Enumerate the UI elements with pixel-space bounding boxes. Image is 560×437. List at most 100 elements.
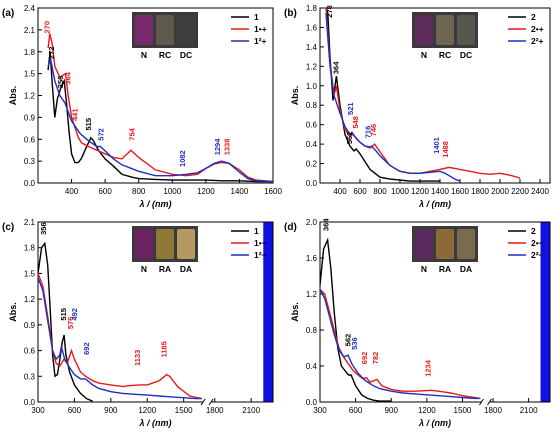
y-tick-label: 1.2 [306,290,318,299]
peak-label: 1082 [178,150,187,167]
series-line-0 [47,51,273,183]
y-tick-label: 0.8 [306,326,318,335]
x-tick-label: 1200 [138,406,156,415]
peak-label: 692 [360,352,369,365]
x-axis-label: λ / (nm) [418,418,451,428]
y-tick-label: 1.5 [24,269,36,278]
legend: 2 2•− 2²− [508,226,544,260]
peak-label: 278 [325,5,334,18]
x-tick-label: 1200 [418,406,436,415]
y-tick-label: 0.3 [24,157,36,166]
y-axis-label: Abs. [290,86,300,106]
vial-photo: N RC DC [132,12,198,60]
peak-label: 1234 [423,359,432,377]
x-tick-label: 600 [98,187,112,196]
legend-label: 1•+ [254,24,267,34]
peak-label: 692 [82,342,91,355]
y-tick-label: 1.2 [306,62,318,71]
y-tick-label: 1.6 [306,254,318,263]
x-tick-label: 1600 [264,187,282,196]
x-tick-label: 1800 [206,406,224,415]
peak-label: 716 [364,126,373,139]
series-line-1 [47,33,273,183]
y-tick-label: 2.4 [24,4,36,13]
peak-label: 562 [345,132,354,145]
x-tick-label: 900 [104,406,118,415]
vial [156,229,174,259]
x-tick-label: 400 [65,187,79,196]
panel-c: 300 600 900 1200 1500 1800 2100 0.0 0.3 0.6 0.9 1.2… [2,218,274,428]
x-axis-label: λ / (nm) [418,199,451,209]
series-line-1 [320,288,481,400]
panel-label: (d) [284,222,297,233]
legend-label: 2•− [531,238,544,248]
legend-label: 1²+ [254,36,267,46]
y-tick-label: 0.6 [24,135,36,144]
peak-label: 572 [96,128,105,141]
vial [415,229,433,259]
y-tick-label: 1.6 [306,23,318,32]
legend: 1 1•− 1²− [231,226,267,260]
y-tick-label: 1.0 [306,82,318,91]
axis-break-gap [481,398,490,406]
peak-label: 364 [64,71,73,84]
y-tick-label: 1.2 [24,295,36,304]
photo-label: DA [460,264,472,274]
x-tick-label: 2100 [242,406,260,415]
legend-label: 1•− [254,238,267,248]
peak-label: 1338 [222,139,231,156]
x-tick-label: 1800 [471,187,489,196]
legend-label: 1 [254,12,259,22]
peak-label: 521 [346,102,355,115]
x-tick-label: 1800 [484,406,502,415]
x-tick-label: 2200 [511,187,529,196]
y-tick-label: 0.4 [306,140,318,149]
y-tick-label: 0.9 [24,321,36,330]
axis-break-mark [479,398,484,406]
y-axis-label: Abs. [8,86,18,106]
series-line-2 [325,12,461,182]
y-tick-label: 0.9 [24,113,36,122]
vial-photo: N RC DC [412,12,478,60]
panel-label: (b) [284,8,297,19]
legend-label: 2 [531,12,536,22]
photo-label: RA [439,264,451,274]
legend-label: 1 [254,226,259,236]
y-tick-label: 1.8 [24,48,36,57]
peak-label: 1294 [213,138,222,156]
peak-label: 515 [59,308,68,321]
x-tick-label: 2400 [531,187,549,196]
x-tick-label: 400 [333,187,347,196]
x-tick-label: 300 [31,406,45,415]
peak-label: 1185 [160,341,169,357]
axis-break-gap [203,398,212,406]
y-tick-label: 1.8 [306,4,318,13]
axis-break-mark [208,398,214,406]
photo-label: N [421,264,427,274]
y-tick-label: 0.0 [24,398,36,407]
plot-frame [319,221,551,403]
photo-label: N [141,264,147,274]
y-tick-label: 1.2 [24,92,36,101]
y-tick-label: 0.4 [306,362,318,371]
saturated-region [540,222,550,402]
y-tick-label: 1.8 [24,244,36,253]
peak-label: 270 [43,21,52,34]
peak-label: 1133 [133,350,142,366]
x-tick-label: 1500 [454,406,472,415]
photo-label: N [421,50,427,60]
axis-break-mark [487,398,492,406]
photo-label: RC [439,50,451,60]
legend-label: 1²− [254,250,267,260]
x-tick-label: 1000 [163,187,181,196]
y-tick-label: 2.1 [24,26,36,35]
y-axis-label: Abs. [8,302,18,322]
x-tick-label: 1200 [411,187,429,196]
peak-label: 492 [70,308,79,321]
y-tick-label: 0.8 [306,101,318,110]
peak-label: 364 [322,218,331,231]
peak-label: 576 [66,317,75,330]
vial [436,229,454,259]
photo-label: DC [460,50,472,60]
vial [457,15,475,45]
